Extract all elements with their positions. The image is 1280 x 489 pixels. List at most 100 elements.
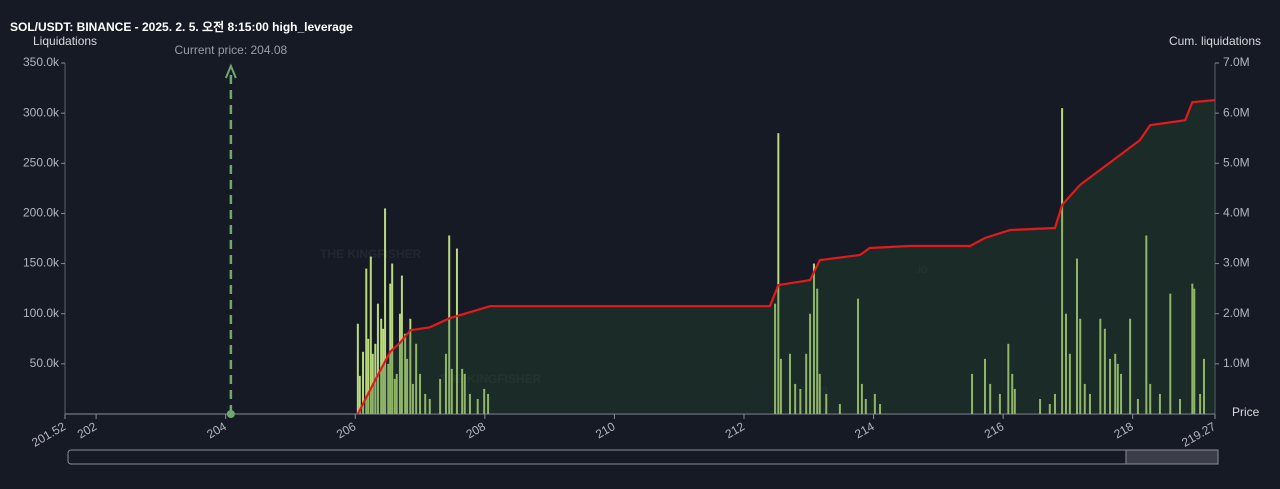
bar — [461, 368, 464, 414]
bar — [1179, 398, 1182, 414]
bar — [857, 298, 860, 414]
bar — [1053, 393, 1056, 414]
bar — [1064, 313, 1067, 414]
y-tick-label: 100.0k — [23, 306, 60, 320]
y2-tick-label: 2.0M — [1223, 306, 1250, 320]
bar — [439, 378, 442, 414]
bar — [1129, 318, 1132, 414]
bar — [838, 403, 841, 414]
bar — [812, 263, 815, 414]
bar — [818, 373, 821, 414]
bar — [799, 388, 802, 414]
bar — [483, 388, 486, 414]
watermark-suffix: .io — [915, 262, 928, 276]
bar — [971, 373, 974, 414]
bar — [984, 358, 986, 414]
bar — [809, 313, 812, 414]
bar — [1109, 358, 1112, 414]
bar — [788, 353, 791, 414]
scroll-handle[interactable] — [1125, 449, 1219, 465]
bar — [998, 393, 1001, 414]
y-axis-label: Liquidations — [33, 34, 97, 48]
bar — [1120, 373, 1123, 414]
bar — [411, 383, 414, 414]
bar — [816, 288, 819, 414]
y-tick-label: 150.0k — [23, 256, 60, 270]
y-tick-label: 350.0k — [23, 55, 60, 69]
bar — [380, 318, 383, 414]
y2-tick-label: 1.0M — [1223, 356, 1250, 370]
x-axis-label: Price — [1232, 405, 1260, 419]
chart-title: SOL/USDT: BINANCE - 2025. 2. 5. 오전 8:15:… — [10, 19, 353, 34]
bar — [989, 383, 992, 414]
watermark-suffix: .io — [815, 382, 828, 396]
bar — [398, 313, 401, 414]
bar — [367, 338, 370, 414]
y-tick-label: 300.0k — [23, 105, 60, 119]
bar — [415, 343, 418, 414]
bar — [395, 373, 398, 414]
current-price-dot — [226, 410, 235, 418]
bar — [444, 353, 447, 414]
bar — [428, 398, 431, 414]
bar — [1149, 383, 1152, 414]
bar — [1076, 258, 1078, 414]
y2-tick-label: 6.0M — [1223, 105, 1250, 119]
bar — [1114, 353, 1117, 414]
bar — [487, 393, 490, 414]
bar — [1158, 393, 1161, 414]
bar — [1007, 343, 1010, 414]
bar — [879, 403, 882, 414]
bar — [1079, 318, 1082, 414]
bar — [779, 358, 782, 414]
bar — [476, 398, 479, 414]
y-tick-label: 250.0k — [23, 155, 60, 169]
bar — [400, 275, 403, 414]
bar — [391, 263, 394, 414]
bar — [1193, 288, 1196, 414]
bar — [1116, 363, 1119, 414]
bar — [356, 323, 359, 414]
bar — [805, 353, 808, 414]
bar — [777, 133, 780, 414]
bar — [1199, 393, 1202, 414]
bar — [365, 268, 368, 414]
bar — [468, 393, 471, 414]
bar — [1191, 283, 1194, 414]
y-tick-label: 200.0k — [23, 206, 60, 220]
watermark: THE KINGFISHER — [320, 247, 422, 261]
bar — [1061, 108, 1064, 414]
bar — [860, 383, 863, 414]
bar — [1099, 318, 1102, 414]
bar — [463, 373, 466, 414]
bar — [387, 363, 390, 414]
bar — [1169, 293, 1172, 414]
y-tick-label: 50.0k — [30, 356, 60, 370]
y2-tick-label: 7.0M — [1223, 55, 1250, 69]
bar — [450, 368, 453, 414]
current-price-arrow — [224, 63, 237, 79]
bar — [1048, 403, 1051, 414]
bar — [1088, 393, 1091, 414]
cumulative-line — [356, 99, 1216, 415]
y2-axis-label: Cum. liquidations — [1169, 34, 1261, 48]
bar — [389, 283, 392, 414]
bar — [369, 256, 372, 414]
bar — [376, 303, 379, 414]
bar — [419, 373, 422, 414]
bar — [448, 235, 451, 414]
bar — [873, 393, 876, 414]
bar — [384, 208, 387, 414]
bar — [382, 328, 385, 414]
bar — [1103, 328, 1106, 414]
bar — [774, 303, 777, 414]
y2-tick-label: 5.0M — [1223, 155, 1250, 169]
cumulative-area — [357, 100, 1215, 414]
bar — [1039, 398, 1042, 414]
bar — [455, 248, 458, 414]
bar — [1145, 235, 1148, 414]
bar — [1202, 358, 1205, 414]
bar — [406, 358, 409, 414]
y2-tick-label: 4.0M — [1223, 206, 1250, 220]
